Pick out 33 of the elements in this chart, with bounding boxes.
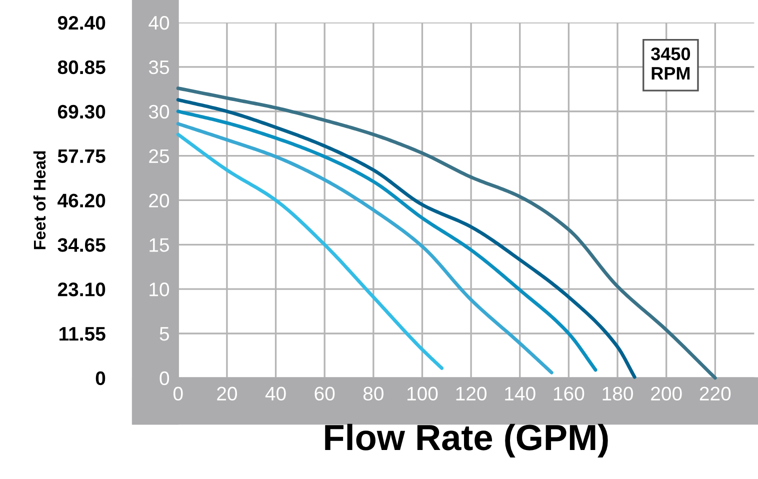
annotation: 3450 RPM (651, 48, 690, 80)
x-tick-label: 140 (505, 386, 536, 401)
y2-tick-label: 80.85 (58, 60, 106, 74)
y-tick-label: 20 (149, 194, 170, 208)
y2-tick-label: 0 (96, 371, 106, 386)
y2-tick-label: 11.55 (60, 327, 106, 341)
y-tick-label: 35 (148, 60, 169, 74)
x-tick-label: 0 (173, 386, 183, 401)
x-tick-label: 120 (456, 386, 487, 401)
y2-axis-title: Feet of Head (33, 151, 46, 250)
y-tick-label: 30 (148, 104, 170, 119)
x-tick-label: 60 (314, 386, 335, 401)
x-tick-label: 180 (602, 386, 633, 401)
y2-tick-label: 46.20 (58, 194, 106, 208)
y-tick-label: 15 (150, 238, 169, 252)
x-tick-label: 20 (217, 386, 238, 401)
y-tick-label: 25 (149, 149, 169, 164)
x-tick-label: 40 (265, 386, 286, 401)
x-axis-title: Flow Rate (GPM) (325, 424, 608, 458)
y-tick-label: 5 (160, 327, 169, 341)
x-tick-label: 220 (700, 386, 731, 401)
x-tick-label: 200 (651, 386, 682, 401)
y2-tick-label: 92.40 (58, 16, 106, 30)
y2-tick-label: 69.30 (58, 104, 106, 119)
y-tick-label: 10 (150, 282, 170, 296)
y2-tick-label: 23.10 (58, 282, 106, 296)
y-tick-label: 0 (160, 371, 170, 386)
y-tick-label: 40 (148, 16, 170, 30)
x-tick-label: 100 (407, 386, 438, 401)
x-tick-label: 160 (554, 386, 584, 401)
y2-tick-label: 34.65 (58, 238, 106, 252)
x-tick-label: 80 (363, 386, 384, 401)
y2-tick-label: 57.75 (58, 149, 106, 164)
